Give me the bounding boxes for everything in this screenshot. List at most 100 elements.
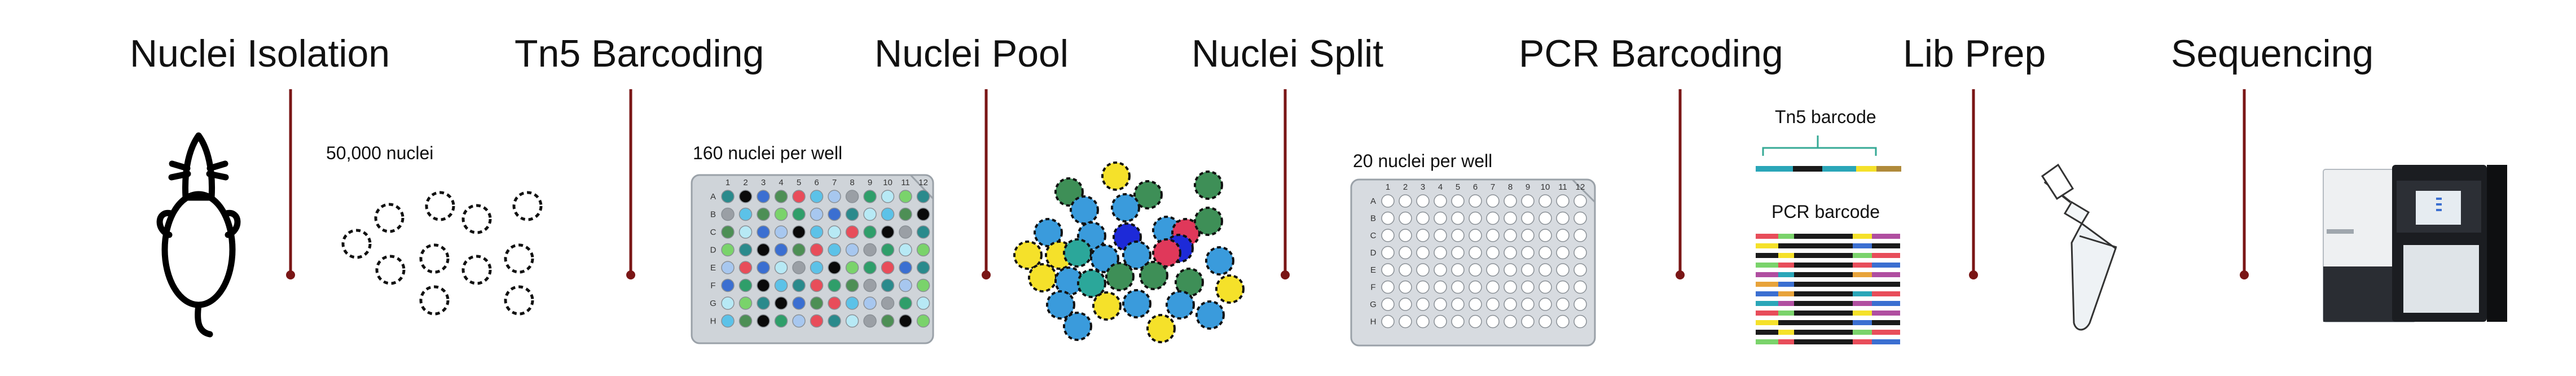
tn5-per-well-label: 160 nuclei per well — [693, 143, 842, 163]
plate1-well — [792, 296, 806, 310]
step-title-lib-prep: Lib Prep — [1903, 32, 2046, 75]
plate2-well — [1521, 298, 1535, 311]
plate2-well — [1538, 314, 1552, 329]
plate1-well — [828, 190, 841, 203]
plate2-well — [1538, 263, 1552, 277]
plate1-well — [810, 296, 824, 310]
plate2-well — [1399, 298, 1412, 311]
plate2-well — [1399, 211, 1412, 225]
pcr-read — [1756, 282, 1900, 287]
plate1-well — [881, 190, 895, 203]
plate2-well — [1399, 229, 1412, 242]
plate1-well — [899, 278, 912, 292]
plate1-well — [738, 190, 753, 203]
plate2-well — [1538, 280, 1552, 294]
plate2-well — [1538, 246, 1552, 260]
plate1-well — [721, 243, 735, 257]
plate1-row-label: B — [710, 210, 716, 220]
plate1-well — [721, 190, 735, 203]
plate2-well — [1556, 298, 1570, 311]
pcr-reads — [1756, 234, 1900, 344]
plate2-well — [1416, 298, 1430, 311]
plate1-row-label: F — [710, 281, 715, 291]
plate1-well — [899, 296, 912, 310]
pool-nucleus — [1063, 312, 1092, 341]
pcr-read — [1756, 330, 1900, 335]
step-title-tn5-barcoding: Tn5 Barcoding — [515, 32, 764, 75]
nuclei-pool-cluster — [1013, 161, 1245, 343]
plate2-well — [1556, 194, 1570, 208]
nuclei-count-label: 50,000 nuclei — [326, 143, 433, 163]
step-title-nuclei-split: Nuclei Split — [1192, 32, 1383, 75]
plate2-well — [1469, 263, 1482, 277]
plate2-well — [1469, 194, 1482, 208]
pcr-read — [1756, 272, 1900, 277]
plate1-well — [810, 207, 824, 221]
plate1-well — [899, 314, 912, 328]
plate1-well — [721, 314, 735, 328]
timeline-dot-5 — [1676, 270, 1685, 279]
plate1-col-label: 1 — [726, 178, 730, 187]
plate2-col-label: 12 — [1576, 182, 1585, 192]
plate1-well — [738, 278, 753, 292]
plate1-well — [916, 190, 930, 203]
plate1-well — [792, 243, 806, 257]
plate2-well — [1399, 194, 1412, 208]
plate2-well — [1451, 246, 1465, 260]
step-title-nuclei-pool: Nuclei Pool — [874, 32, 1069, 75]
plate2-well — [1538, 194, 1552, 208]
plate2-well — [1573, 229, 1587, 242]
plate1-well — [810, 190, 824, 203]
plate2-well — [1556, 314, 1570, 329]
plate2-well — [1469, 280, 1482, 294]
plate1-well — [828, 296, 841, 310]
plate1-well — [881, 243, 895, 257]
plate2-well — [1469, 229, 1482, 242]
pool-nucleus — [1146, 314, 1176, 343]
plate2-well — [1504, 246, 1517, 260]
plate2-well — [1399, 280, 1412, 294]
plate2-well — [1521, 314, 1535, 329]
plate1-well — [810, 261, 824, 274]
plate1-well — [863, 296, 877, 310]
plate2-well — [1451, 314, 1465, 329]
plate1-well — [774, 243, 788, 257]
plate1-well — [899, 261, 912, 274]
plate2-col-label: 2 — [1403, 182, 1408, 192]
plate2-well — [1486, 229, 1500, 242]
plate1-well — [828, 225, 841, 239]
plate2-well — [1504, 280, 1517, 294]
plate2-well — [1469, 298, 1482, 311]
plate1-well — [845, 190, 859, 203]
plate1-well — [863, 243, 877, 257]
timeline-dot-7 — [2240, 270, 2249, 279]
plate1-well — [810, 314, 824, 328]
plate1-well — [916, 314, 930, 328]
pcr-read — [1756, 320, 1900, 325]
pool-nucleus — [1063, 238, 1092, 268]
plate2-col-label: 1 — [1386, 182, 1390, 192]
plate2-well — [1486, 298, 1500, 311]
plate2-row-label: B — [1370, 214, 1376, 224]
plate2-well — [1434, 194, 1447, 208]
plate1-well — [828, 314, 841, 328]
pcr-read — [1756, 263, 1900, 268]
plate1-well — [738, 243, 753, 257]
plate2-well — [1416, 280, 1430, 294]
plate1-well — [774, 190, 788, 203]
plate1-well — [845, 207, 859, 221]
pool-nucleus — [1034, 218, 1063, 247]
plate2-well — [1538, 211, 1552, 225]
plate1-well — [792, 278, 806, 292]
plate2-well — [1381, 314, 1395, 329]
plate2-well — [1416, 314, 1430, 329]
plate1-well — [828, 261, 841, 274]
plate2-well — [1521, 229, 1535, 242]
plate2-col-label: 5 — [1456, 182, 1460, 192]
plate1-well — [810, 278, 824, 292]
plate1-well — [757, 261, 770, 274]
tube-icon — [2041, 163, 2117, 331]
pool-nucleus — [1152, 238, 1181, 268]
plate1-well — [774, 261, 788, 274]
